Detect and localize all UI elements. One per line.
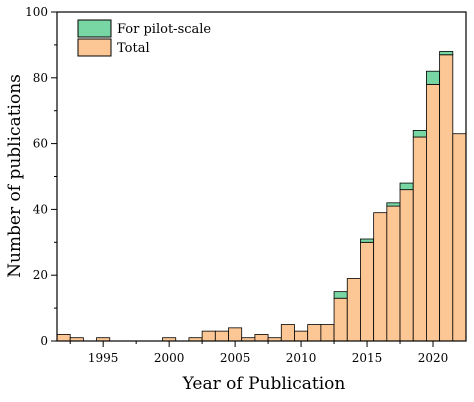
bar-total-2004 [214, 330, 229, 342]
bar-total-2012 [320, 324, 335, 342]
legend-swatch-pilot [77, 19, 112, 38]
bar-pilot-2017 [386, 202, 401, 207]
bar-total-2018 [399, 189, 414, 342]
bars-group [56, 51, 467, 342]
bar-pilot-2019 [412, 130, 427, 138]
bar-total-2019 [412, 136, 427, 342]
bar-total-2010 [294, 330, 309, 342]
y-axis-label: Number of publications [5, 74, 25, 278]
y-tick-label-20: 20 [33, 268, 48, 282]
x-tick-label-2010: 2010 [286, 351, 317, 365]
bar-total-2021 [439, 54, 454, 342]
bar-total-2017 [386, 205, 401, 342]
bar-total-2020 [426, 83, 441, 342]
legend-swatch-total [77, 38, 112, 57]
bar-total-2007 [254, 334, 269, 342]
bar-pilot-2013 [333, 291, 348, 299]
y-tick-label-80: 80 [33, 71, 48, 85]
bar-total-1992 [56, 334, 71, 342]
bar-total-2009 [280, 324, 295, 342]
y-tick-label-0: 0 [40, 334, 48, 348]
bar-total-2005 [228, 327, 243, 342]
legend: For pilot-scale Total [77, 19, 211, 57]
bar-pilot-2020 [426, 70, 441, 85]
bar-total-2003 [201, 330, 216, 342]
x-tick-label-1995: 1995 [88, 351, 119, 365]
ticks-group: 0 20 40 60 80 100 1995 2000 2005 2010 2015 2020 [25, 5, 448, 365]
bar-pilot-2018 [399, 182, 414, 191]
bar-total-2022 [452, 133, 467, 342]
legend-label-total: Total [117, 41, 150, 56]
x-tick-label-2015: 2015 [352, 351, 383, 365]
bar-total-2013 [333, 297, 348, 342]
y-tick-label-100: 100 [25, 5, 48, 19]
x-axis-label: Year of Publication [182, 374, 346, 394]
y-tick-label-60: 60 [33, 137, 48, 151]
bar-total-2016 [373, 212, 388, 342]
bar-pilot-2015 [360, 238, 375, 243]
bar-total-2014 [346, 278, 361, 342]
bar-total-2011 [307, 324, 322, 342]
x-tick-label-2020: 2020 [418, 351, 449, 365]
legend-label-pilot: For pilot-scale [117, 22, 211, 37]
x-tick-label-2000: 2000 [154, 351, 185, 365]
bar-total-2015 [360, 241, 375, 342]
y-tick-label-40: 40 [33, 202, 48, 216]
x-tick-label-2005: 2005 [220, 351, 251, 365]
bar-pilot-2021 [439, 51, 454, 56]
